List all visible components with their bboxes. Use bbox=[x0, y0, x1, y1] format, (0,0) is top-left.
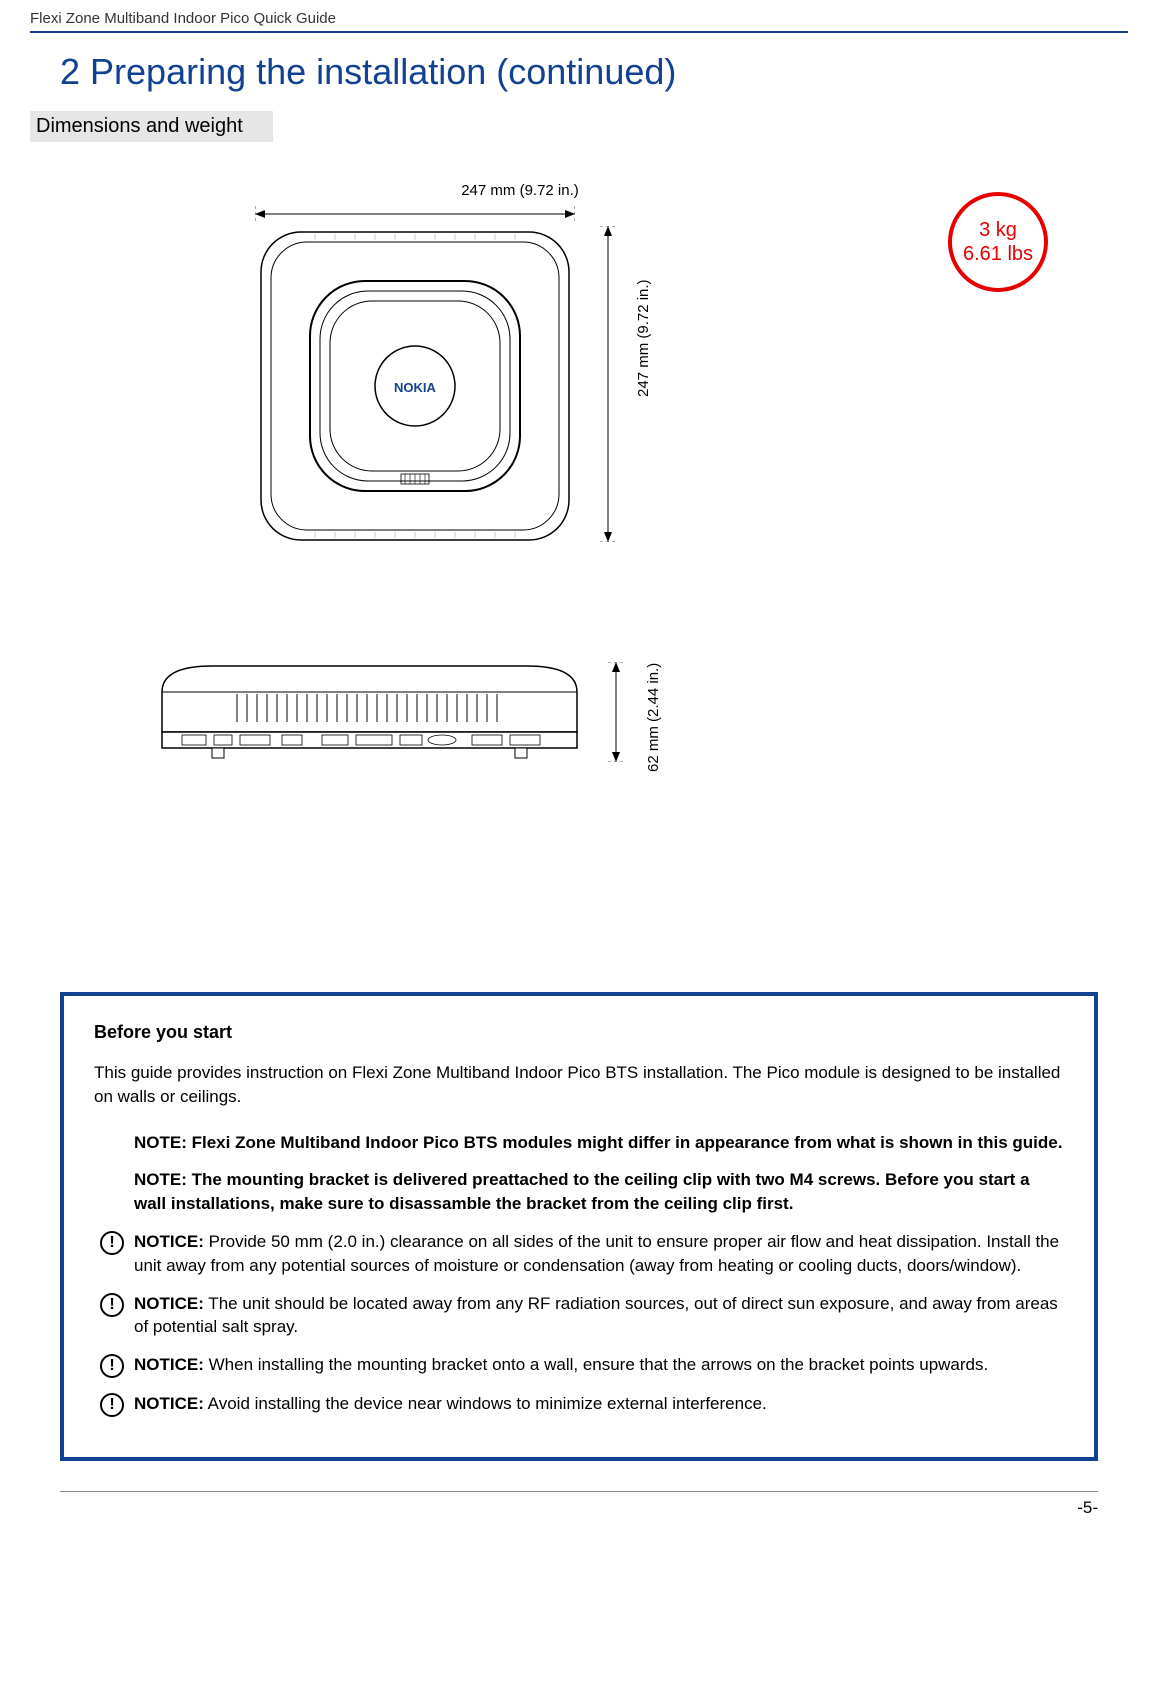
device-top-view: NOKIA bbox=[255, 226, 575, 546]
height-dimension-label: 247 mm (9.72 in.) bbox=[635, 279, 652, 397]
exclamation-icon: ! bbox=[100, 1231, 124, 1255]
page-title: 2 Preparing the installation (continued) bbox=[60, 51, 1128, 93]
notice-row: ! NOTICE: Provide 50 mm (2.0 in.) cleara… bbox=[134, 1230, 1064, 1278]
note-2: NOTE: The mounting bracket is delivered … bbox=[134, 1168, 1064, 1216]
weight-badge: 3 kg 6.61 lbs bbox=[948, 192, 1048, 292]
width-dimension-label: 247 mm (9.72 in.) bbox=[360, 182, 680, 199]
notice-text: NOTICE: When installing the mounting bra… bbox=[134, 1353, 988, 1377]
height-dimension-arrow bbox=[600, 226, 616, 542]
header-divider bbox=[30, 31, 1128, 33]
exclamation-icon: ! bbox=[100, 1354, 124, 1378]
depth-dimension-arrow bbox=[608, 662, 624, 762]
notice-text: NOTICE: The unit should be located away … bbox=[134, 1292, 1064, 1340]
nokia-logo: NOKIA bbox=[394, 380, 437, 395]
weight-kg: 3 kg bbox=[979, 218, 1017, 242]
notice-text: NOTICE: Avoid installing the device near… bbox=[134, 1392, 767, 1416]
page-number: -5- bbox=[30, 1498, 1098, 1518]
notes-block: NOTE: Flexi Zone Multiband Indoor Pico B… bbox=[134, 1131, 1064, 1418]
device-side-view bbox=[152, 662, 587, 762]
width-dimension-arrow bbox=[255, 206, 575, 222]
exclamation-icon: ! bbox=[100, 1393, 124, 1417]
footer-divider bbox=[60, 1491, 1098, 1492]
notice-row: ! NOTICE: Avoid installing the device ne… bbox=[134, 1392, 1064, 1417]
weight-lbs: 6.61 lbs bbox=[963, 242, 1033, 266]
info-heading: Before you start bbox=[94, 1022, 1064, 1043]
notice-text: NOTICE: Provide 50 mm (2.0 in.) clearanc… bbox=[134, 1230, 1064, 1278]
notice-row: ! NOTICE: The unit should be located awa… bbox=[134, 1292, 1064, 1340]
depth-dimension-label: 62 mm (2.44 in.) bbox=[645, 663, 662, 772]
section-heading: Dimensions and weight bbox=[30, 111, 273, 142]
notice-row: ! NOTICE: When installing the mounting b… bbox=[134, 1353, 1064, 1378]
before-you-start-box: Before you start This guide provides ins… bbox=[60, 992, 1098, 1461]
doc-header-title: Flexi Zone Multiband Indoor Pico Quick G… bbox=[30, 10, 1128, 31]
dimensions-diagram: 3 kg 6.61 lbs 247 mm (9.72 in.) 247 mm (… bbox=[60, 182, 1098, 962]
exclamation-icon: ! bbox=[100, 1293, 124, 1317]
info-intro: This guide provides instruction on Flexi… bbox=[94, 1061, 1064, 1109]
note-1: NOTE: Flexi Zone Multiband Indoor Pico B… bbox=[134, 1131, 1064, 1155]
